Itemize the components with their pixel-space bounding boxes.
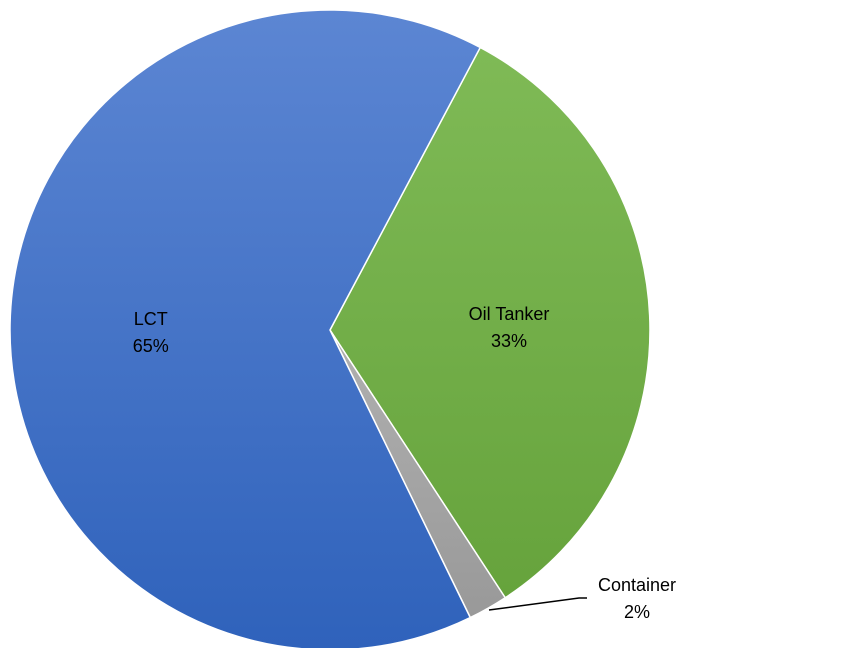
pie-slice-oil-tanker (329, 46, 651, 599)
data-label-name-oil-tanker: Oil Tanker (469, 304, 550, 324)
data-label-name-container: Container (598, 575, 676, 595)
data-label-name-lct: LCT (134, 309, 168, 329)
pie-slice-lct (9, 9, 481, 648)
data-label-percent-oil-tanker: 33% (491, 331, 527, 351)
leader-line-container (488, 597, 587, 611)
data-label-percent-container: 2% (624, 602, 650, 622)
data-label-percent-lct: 65% (133, 336, 169, 356)
